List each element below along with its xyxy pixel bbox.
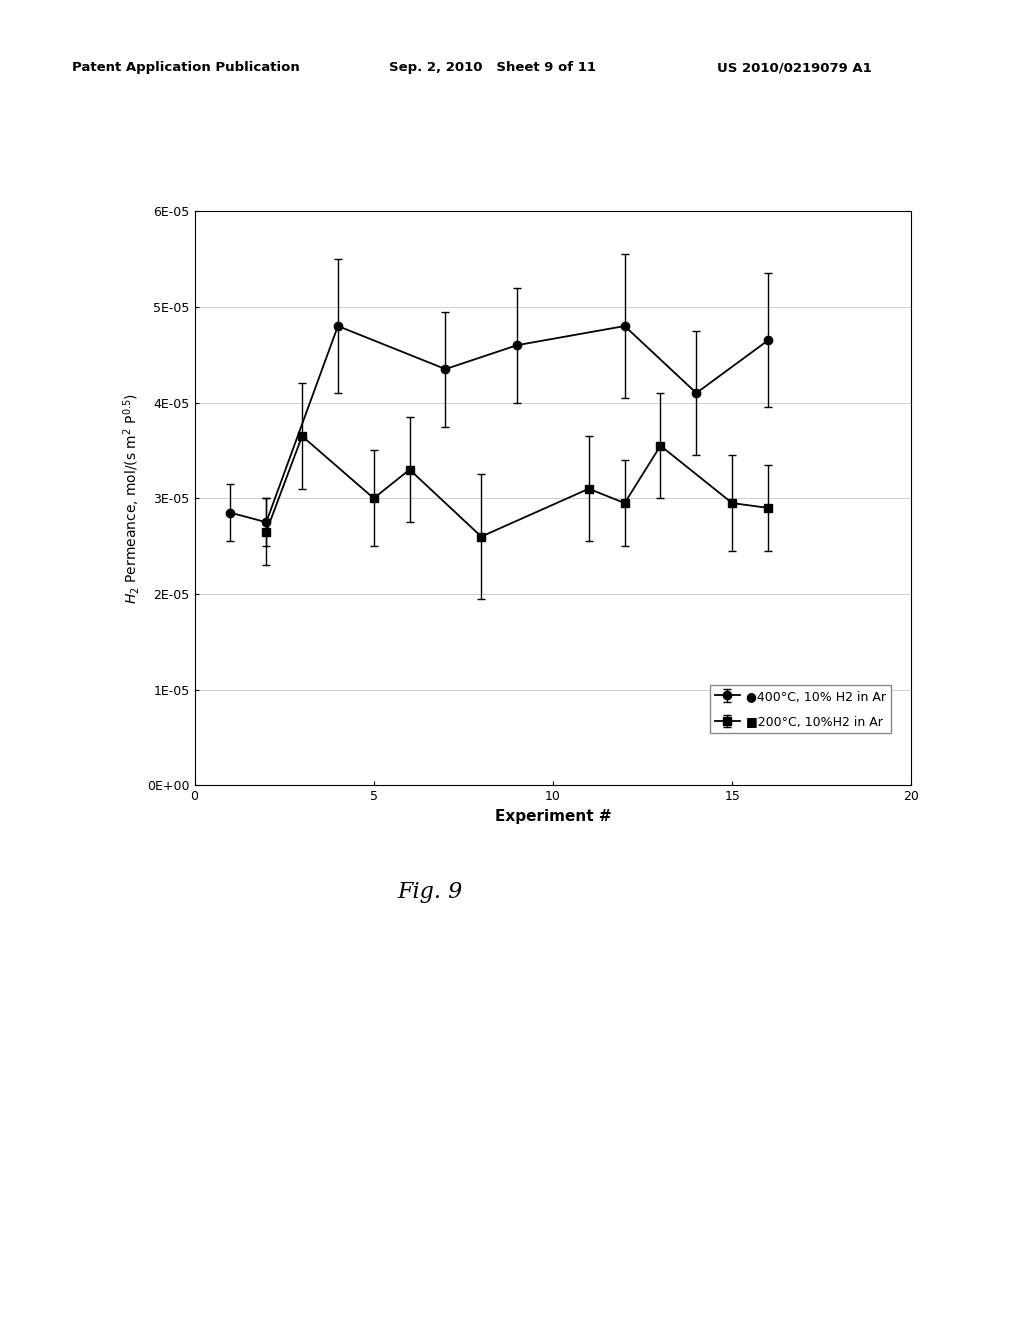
Y-axis label: $H_2$ Permeance, mol/(s m$^2$ P$^{0.5}$): $H_2$ Permeance, mol/(s m$^2$ P$^{0.5}$) xyxy=(121,393,141,603)
X-axis label: Experiment #: Experiment # xyxy=(495,809,611,824)
Text: US 2010/0219079 A1: US 2010/0219079 A1 xyxy=(717,61,871,74)
Text: Sep. 2, 2010   Sheet 9 of 11: Sep. 2, 2010 Sheet 9 of 11 xyxy=(389,61,596,74)
Text: Patent Application Publication: Patent Application Publication xyxy=(72,61,299,74)
Legend: ●400°C, 10% H2 in Ar, ■200°C, 10%H2 in Ar: ●400°C, 10% H2 in Ar, ■200°C, 10%H2 in A… xyxy=(710,685,891,733)
Text: Fig. 9: Fig. 9 xyxy=(397,880,463,903)
